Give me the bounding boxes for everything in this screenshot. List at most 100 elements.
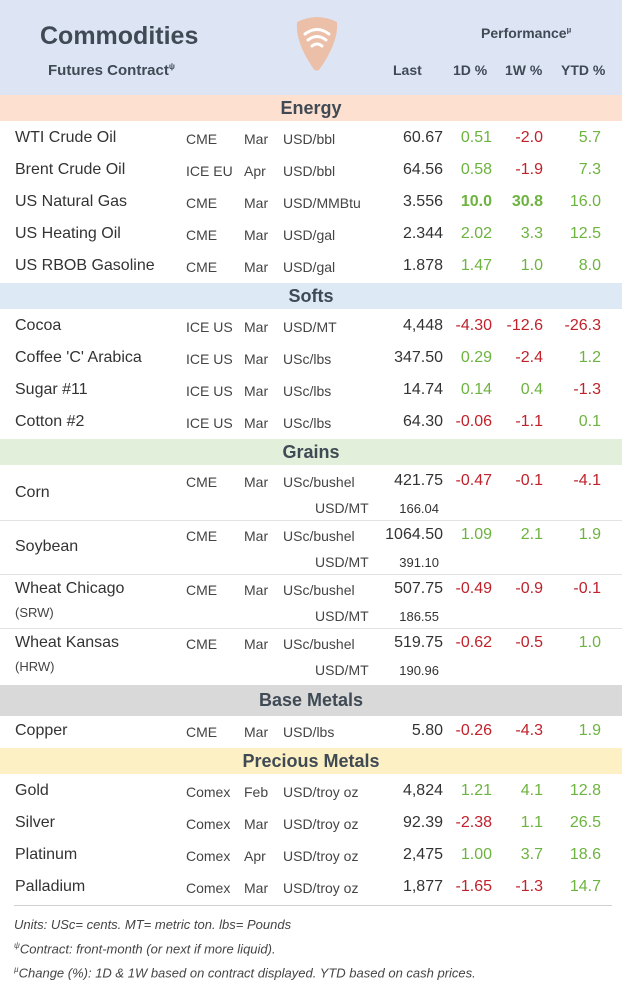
unit: USc/bushel <box>283 582 355 598</box>
contract-month: Mar <box>244 582 269 598</box>
commodity-subname: (SRW) <box>15 605 54 620</box>
contract-month: Mar <box>244 319 269 335</box>
section-precious-metals: Precious Metals <box>0 748 622 774</box>
last-price: 519.75 <box>394 634 443 651</box>
commodity-name: WTI Crude Oil <box>15 129 117 146</box>
change-ytd: 1.9 <box>578 722 601 739</box>
table-row: Cocoa ICE US Mar USD/MT 4,448 -4.30 -12.6 -26.3 <box>0 311 622 343</box>
last-price: 4,824 <box>402 782 443 799</box>
change-1w: 30.8 <box>511 193 543 210</box>
unit: USD/troy oz <box>283 848 359 864</box>
note-contract: ψContract: front-month (or next if more … <box>14 941 276 956</box>
change-1d: 1.00 <box>460 846 492 863</box>
unit: USD/gal <box>283 259 336 275</box>
table-row: Brent Crude Oil ICE EU Apr USD/bbl 64.56 0.58… <box>0 155 622 187</box>
commodity-name: US Natural Gas <box>15 193 128 210</box>
contract-month: Mar <box>244 351 269 367</box>
col-last: Last <box>393 62 422 78</box>
exchange: ICE US <box>186 383 233 399</box>
footer-divider <box>14 905 612 906</box>
change-ytd: 1.9 <box>578 526 601 543</box>
change-1w: -2.0 <box>515 129 543 146</box>
note-change-mark: µ <box>14 965 19 974</box>
contract-month: Mar <box>244 474 269 490</box>
exchange: CME <box>186 259 218 275</box>
commodity-name: Wheat Kansas <box>15 634 120 651</box>
wifi-pick-logo-icon <box>296 17 338 71</box>
exchange: Comex <box>186 880 231 896</box>
unit: USD/MT <box>283 319 337 335</box>
change-1w: 4.1 <box>520 782 543 799</box>
change-1w: -12.6 <box>506 317 543 334</box>
commodity-name: Gold <box>15 782 49 799</box>
contract-month: Mar <box>244 383 269 399</box>
unit-secondary: USD/MT <box>315 554 369 570</box>
section-softs: Softs <box>0 283 622 309</box>
exchange: ICE US <box>186 415 233 431</box>
change-1d: 0.51 <box>460 129 492 146</box>
table-row: Cotton #2 ICE US Mar USc/lbs 64.30 -0.06 -1.1 0… <box>0 407 622 439</box>
note-units: Units: USc= cents. MT= metric ton. lbs= … <box>14 917 292 932</box>
change-1d: 2.02 <box>460 225 492 242</box>
change-1d: -4.30 <box>455 317 492 334</box>
change-1w: -0.1 <box>515 472 543 489</box>
change-ytd: 16.0 <box>569 193 601 210</box>
exchange: CME <box>186 724 218 740</box>
change-1d: -0.62 <box>455 634 492 651</box>
change-ytd: -4.1 <box>573 472 601 489</box>
last-price: 1064.50 <box>385 526 443 543</box>
contract-month: Mar <box>244 724 269 740</box>
change-1d: -2.38 <box>455 814 492 831</box>
last-price: 4,448 <box>402 317 443 334</box>
last-price: 1.878 <box>402 257 443 274</box>
change-ytd: -1.3 <box>573 381 601 398</box>
contract-month: Mar <box>244 880 269 896</box>
unit-secondary: USD/MT <box>315 608 369 624</box>
change-1w: 2.1 <box>520 526 543 543</box>
change-ytd: 14.7 <box>569 878 601 895</box>
change-ytd: 18.6 <box>569 846 601 863</box>
table-row: Coffee 'C' Arabica ICE US Mar USc/lbs 347.50… <box>0 343 622 375</box>
exchange: CME <box>186 227 218 243</box>
unit: USD/bbl <box>283 163 336 179</box>
change-ytd: 1.0 <box>578 634 601 651</box>
commodity-name: Sugar #11 <box>15 381 88 398</box>
contract-month: Apr <box>244 163 266 179</box>
table-row: Corn CME Mar USc/bushel 421.75 USD/MT 166.04 -0… <box>0 467 622 521</box>
change-ytd: 12.5 <box>569 225 601 242</box>
change-1d: 0.29 <box>460 349 492 366</box>
unit: USc/lbs <box>283 383 332 399</box>
table-row: Wheat Chicago (SRW) CME Mar USc/bushel 507.75… <box>0 575 622 629</box>
exchange: CME <box>186 131 218 147</box>
col-1d: 1D % <box>453 62 488 78</box>
note-change: µChange (%): 1D & 1W based on contract d… <box>14 965 476 980</box>
change-ytd: 12.8 <box>569 782 601 799</box>
commodity-name: Wheat Chicago <box>15 580 125 597</box>
change-ytd: 26.5 <box>569 814 601 831</box>
table-row: Gold Comex Feb USD/troy oz 4,824 1.21 4.1 12.8 <box>0 776 622 808</box>
change-1d: -1.65 <box>455 878 492 895</box>
change-1w: 3.3 <box>520 225 543 242</box>
change-1w: 1.1 <box>520 814 543 831</box>
unit-secondary: USD/MT <box>315 662 369 678</box>
unit: USc/bushel <box>283 636 355 652</box>
table-row: US RBOB Gasoline CME Mar USD/gal 1.878 1.47 1.… <box>0 251 622 283</box>
commodity-name: Copper <box>15 722 68 739</box>
table-row: Copper CME Mar USD/lbs 5.80 -0.26 -4.3 1.9 <box>0 716 622 748</box>
last-price: 64.30 <box>402 413 443 430</box>
table-row: US Heating Oil CME Mar USD/gal 2.344 2.02 3.3 1… <box>0 219 622 251</box>
last-price: 347.50 <box>394 349 443 366</box>
section-base-metals: Base Metals <box>0 685 622 716</box>
unit: USD/troy oz <box>283 880 359 896</box>
change-1d: 1.47 <box>460 257 492 274</box>
change-1d: 0.58 <box>460 161 492 178</box>
last-price-secondary: 190.96 <box>399 663 439 678</box>
table-header: Commodities Futures Contractψ Performanc… <box>0 0 622 95</box>
exchange: ICE US <box>186 319 233 335</box>
last-price: 92.39 <box>402 814 443 831</box>
change-1w: -4.3 <box>515 722 543 739</box>
exchange: CME <box>186 636 218 652</box>
unit: USD/troy oz <box>283 784 359 800</box>
section-grains: Grains <box>0 439 622 465</box>
change-1w: 3.7 <box>520 846 543 863</box>
